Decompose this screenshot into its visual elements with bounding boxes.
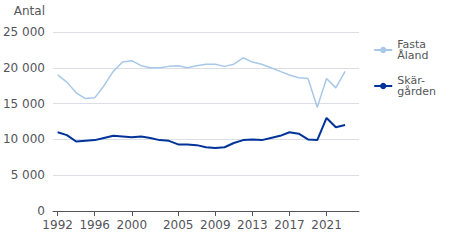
svg-text:Åland: Åland [397, 49, 428, 62]
svg-text:2009: 2009 [200, 218, 231, 232]
svg-text:Skär-: Skär- [397, 74, 425, 87]
svg-text:2000: 2000 [117, 218, 148, 232]
svg-text:1992: 1992 [42, 218, 73, 232]
svg-text:2021: 2021 [311, 218, 342, 232]
svg-text:2005: 2005 [163, 218, 194, 232]
svg-text:5 000: 5 000 [11, 168, 45, 182]
svg-text:Antal: Antal [14, 4, 45, 18]
svg-text:20 000: 20 000 [3, 61, 45, 75]
svg-text:2013: 2013 [237, 218, 268, 232]
svg-text:10 000: 10 000 [3, 132, 45, 146]
svg-text:1996: 1996 [79, 218, 110, 232]
svg-text:2017: 2017 [274, 218, 305, 232]
svg-text:gården: gården [397, 85, 436, 98]
svg-text:Fasta: Fasta [397, 38, 427, 51]
svg-text:15 000: 15 000 [3, 97, 45, 111]
svg-text:0: 0 [37, 204, 45, 218]
svg-text:25 000: 25 000 [3, 25, 45, 39]
